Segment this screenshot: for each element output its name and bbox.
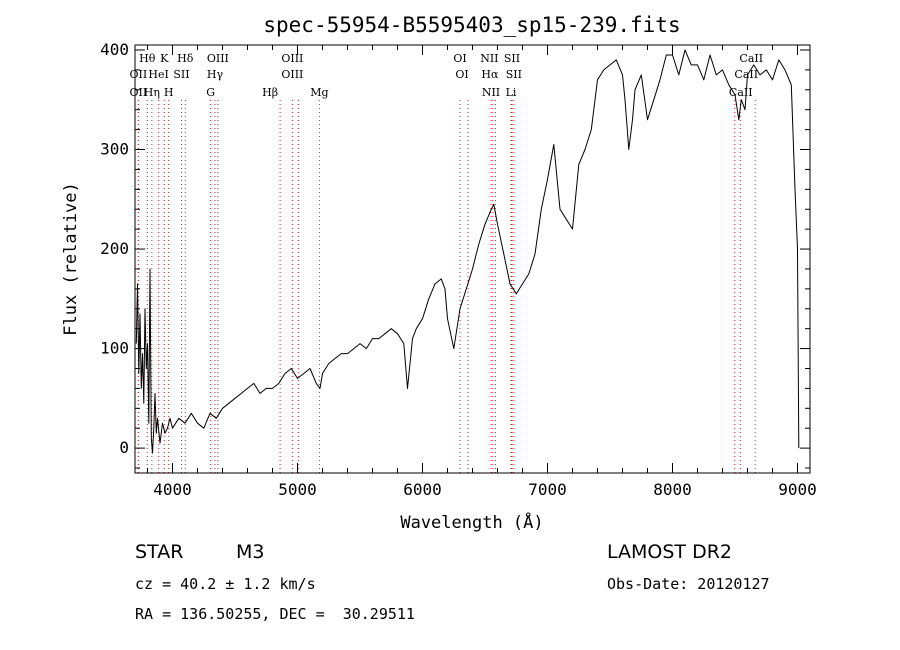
coordinates: RA = 136.50255, DEC = 30.29511 <box>135 605 415 623</box>
spectral-line-markers: Hδ K Hθ OIII OIII OI NII SII CaII OII HeI SII Hγ OIII… <box>130 52 763 473</box>
x-tick-label: 7000 <box>528 480 567 499</box>
marker-label-OIII-5007: OIII <box>281 68 303 81</box>
marker-label-CaII-8498: CaII <box>729 86 753 99</box>
marker-label-OII-3727b: OII <box>130 86 148 99</box>
plot-frame <box>134 44 811 474</box>
marker-label-CaII-8662: CaII <box>739 52 763 65</box>
marker-label-Heta: Hη <box>144 86 160 99</box>
survey-label: LAMOST DR2 <box>607 541 732 563</box>
marker-label-Li: Li <box>506 86 517 99</box>
x-tick-label: 9000 <box>778 480 817 499</box>
x-tick-label: 5000 <box>278 480 317 499</box>
marker-label-OI-6364: OI <box>455 68 468 81</box>
marker-label-SII-6731: SII <box>506 68 522 81</box>
marker-label-NII-6548: NII <box>482 86 500 99</box>
marker-label-Hgamma: Hγ <box>207 68 224 81</box>
marker-label-K: K <box>160 52 169 65</box>
marker-label-NII-6583: NII <box>480 52 498 65</box>
marker-label-G: G <box>206 86 215 99</box>
marker-label-OII-3727: OII <box>130 68 148 81</box>
redshift-cz: cz = 40.2 ± 1.2 km/s <box>135 575 316 593</box>
marker-label-OIII-4959: OIII <box>281 52 303 65</box>
y-tick-label: 300 <box>100 140 129 159</box>
y-tick-label: 200 <box>100 239 129 258</box>
marker-label-H: H <box>164 86 174 99</box>
plot-area <box>135 49 800 454</box>
y-tick-label: 0 <box>119 438 129 457</box>
y-tick-label: 100 <box>100 339 129 358</box>
x-axis-label: Wavelength (Å) <box>400 511 543 533</box>
chart-title: spec-55954-B5595403_sp15-239.fits <box>263 13 680 37</box>
obs-date: Obs-Date: 20120127 <box>607 575 770 593</box>
marker-label-Hbeta: Hβ <box>262 86 278 99</box>
object-class: STAR <box>135 541 184 563</box>
marker-label-Halpha: Hα <box>481 68 499 81</box>
x-tick-label: 8000 <box>653 480 692 499</box>
marker-label-CaII-8542: CaII <box>734 68 758 81</box>
marker-label-Htheta: Hθ <box>139 52 156 65</box>
marker-label-SII-6716: SII <box>504 52 520 65</box>
marker-label-SII-4072: SII <box>173 68 189 81</box>
x-tick-label: 4000 <box>153 480 192 499</box>
object-subclass: M3 <box>236 541 265 563</box>
marker-label-OIII-4363: OIII <box>207 52 229 65</box>
y-axis-label: Flux (relative) <box>61 182 81 336</box>
axes: 4000 5000 6000 7000 8000 9000 0 100 200 300 400 <box>100 40 817 499</box>
y-tick-label: 400 <box>100 40 129 59</box>
spectrum-line <box>135 49 800 454</box>
x-tick-label: 6000 <box>403 480 442 499</box>
marker-label-Hdelta: Hδ <box>177 52 194 65</box>
marker-label-OI-6300: OI <box>453 52 466 65</box>
marker-label-Mg: Mg <box>310 86 328 99</box>
marker-label-HeI: HeI <box>148 68 168 81</box>
